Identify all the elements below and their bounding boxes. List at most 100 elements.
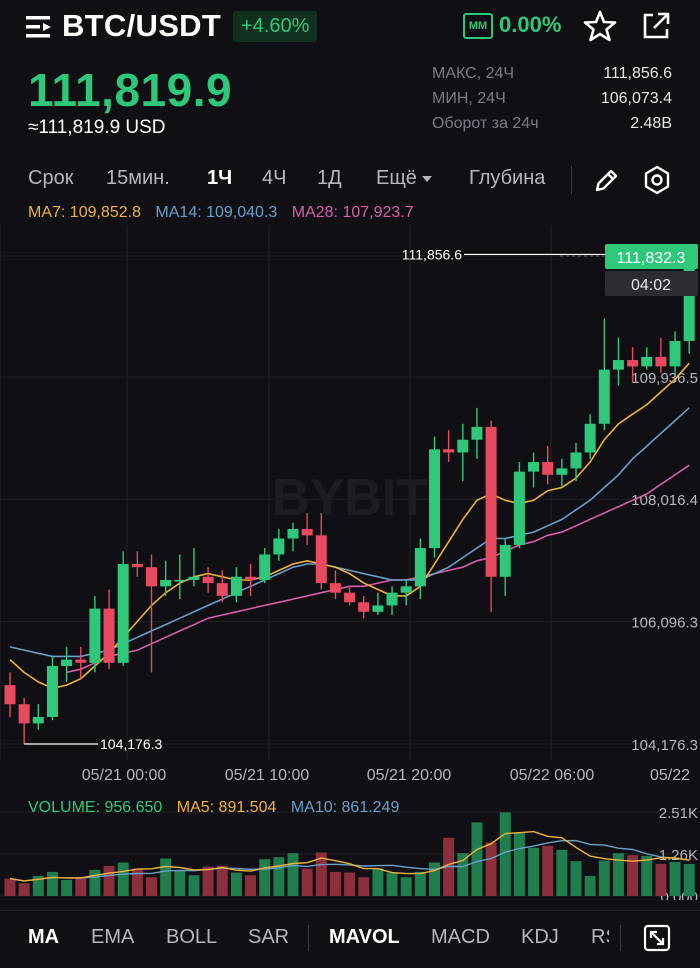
volume-bar: [542, 845, 554, 896]
volume-bar: [513, 833, 525, 896]
indicator-bar: MA EMA BOLL SAR MAVOL MACD KDJ RS: [0, 910, 700, 962]
ind-sar[interactable]: SAR: [248, 926, 290, 948]
star-icon[interactable]: [583, 9, 617, 43]
candle-down: [627, 360, 639, 367]
share-icon[interactable]: [640, 10, 672, 42]
candle-down: [358, 602, 370, 612]
volume-bar: [4, 878, 16, 896]
tab-depth[interactable]: Глубина: [469, 167, 546, 189]
high-marker-label: 111,856.6: [402, 246, 462, 262]
volume-bar: [612, 853, 624, 896]
candle-up: [513, 471, 525, 545]
tab-15m[interactable]: 15мин.: [106, 167, 170, 189]
candle-up: [230, 576, 242, 596]
volume-bar: [216, 865, 228, 896]
stat-label: Оборот за 24ч: [432, 115, 539, 132]
volume-bar: [499, 812, 511, 896]
change-badge: +4.60%: [233, 11, 318, 42]
tab-more-label: Ещё: [376, 167, 417, 189]
volume-legend: VOLUME: 956.650 MA5: 891.504 MA10: 861.2…: [28, 799, 409, 817]
ma28-label: MA28: 107,923.7: [291, 204, 414, 221]
candle-up: [273, 538, 285, 555]
candle-up: [46, 666, 58, 717]
volume-bar: [598, 860, 610, 896]
price-chart[interactable]: 109,936.5 108,016.4 106,096.3 104,176.3 BYBI…: [0, 225, 700, 795]
volume-tick-label: 2.51K: [659, 805, 698, 822]
tab-term[interactable]: Срок: [28, 167, 74, 189]
candle-down: [301, 528, 313, 536]
volume-bar: [117, 862, 129, 896]
volume-bar: [329, 871, 341, 896]
candle-down: [4, 685, 16, 705]
price-tick-label: 109,936.5: [631, 370, 698, 387]
stat-row-turnover: Оборот за 24ч 2.48B: [432, 115, 672, 140]
settings-icon[interactable]: [641, 164, 673, 196]
volume-bar: [18, 883, 30, 896]
divider: [571, 166, 572, 194]
candle-up: [61, 659, 73, 667]
volume-bar: [259, 859, 271, 896]
header: BTC/USDT +4.60% MM 0.00%: [0, 0, 700, 56]
price-tick-label: 104,176.3: [631, 737, 698, 754]
stat-value: 111,856.6: [603, 65, 672, 82]
volume-ma5-line: [9, 830, 690, 882]
ind-boll[interactable]: BOLL: [166, 926, 218, 948]
volume-bar: [315, 852, 327, 896]
volume-bar: [584, 875, 596, 896]
vol-ma5-label: MA5: 891.504: [176, 799, 277, 816]
ind-ma[interactable]: MA: [28, 926, 60, 948]
candle-down: [485, 426, 497, 577]
price-tick-label: 108,016.4: [631, 492, 698, 509]
volume-bar: [61, 879, 73, 896]
volume-bar: [669, 861, 681, 896]
candle-down: [315, 535, 327, 584]
volume-bar: [89, 869, 101, 896]
ind-kdj[interactable]: KDJ: [521, 926, 559, 948]
candle-up: [174, 579, 186, 582]
tab-4h[interactable]: 4Ч: [262, 167, 287, 189]
low-marker-label: 104,176.3: [100, 736, 162, 752]
pencil-icon[interactable]: [592, 165, 622, 195]
volume-bar: [245, 875, 257, 896]
time-axis-label: 05/21 20:00: [367, 767, 452, 784]
time-axis-label: 05/21 00:00: [82, 767, 167, 784]
candle-up: [188, 576, 200, 580]
countdown-label: 04:02: [631, 277, 671, 294]
candle-up: [287, 528, 299, 539]
ind-mavol[interactable]: MAVOL: [329, 926, 400, 948]
pair-title[interactable]: BTC/USDT: [62, 8, 222, 43]
tab-1h[interactable]: 1Ч: [207, 167, 233, 189]
candle-up: [372, 605, 384, 612]
volume-bar: [429, 862, 440, 896]
candle-up: [556, 468, 568, 475]
mm-value: 0.00%: [499, 12, 562, 37]
candle-up: [499, 544, 511, 577]
tab-more[interactable]: Ещё: [376, 167, 432, 190]
tab-1d[interactable]: 1Д: [317, 167, 342, 189]
volume-bar: [386, 872, 398, 896]
divider: [620, 925, 621, 951]
ind-ema[interactable]: EMA: [91, 926, 135, 948]
candle-down: [75, 659, 87, 663]
candle-down: [18, 704, 30, 724]
candle-down: [245, 576, 257, 580]
stat-label: МИН, 24Ч: [432, 90, 506, 107]
ma-legend: MA7: 109,852.8 MA14: 109,040.3 MA28: 107…: [28, 204, 424, 222]
mm-badge[interactable]: MM: [463, 13, 493, 39]
candle-up: [400, 586, 412, 593]
ma14-label: MA14: 109,040.3: [155, 204, 278, 221]
countdown-tag: [605, 271, 698, 296]
candle-up: [669, 340, 681, 367]
last-price-tag: [605, 244, 698, 269]
candle-up: [612, 360, 624, 370]
candle-down: [131, 564, 143, 568]
time-axis-label: 05/22 06:00: [510, 767, 595, 784]
expand-icon[interactable]: [643, 924, 671, 952]
ind-macd[interactable]: MACD: [431, 926, 490, 948]
timeframe-bar: Срок 15мин. 1Ч 4Ч 1Д Ещё Глубина: [0, 160, 700, 198]
menu-icon[interactable]: [26, 14, 54, 40]
volume-bar: [188, 875, 200, 896]
ind-rsi[interactable]: RS: [591, 926, 609, 948]
candle-up: [117, 564, 129, 663]
